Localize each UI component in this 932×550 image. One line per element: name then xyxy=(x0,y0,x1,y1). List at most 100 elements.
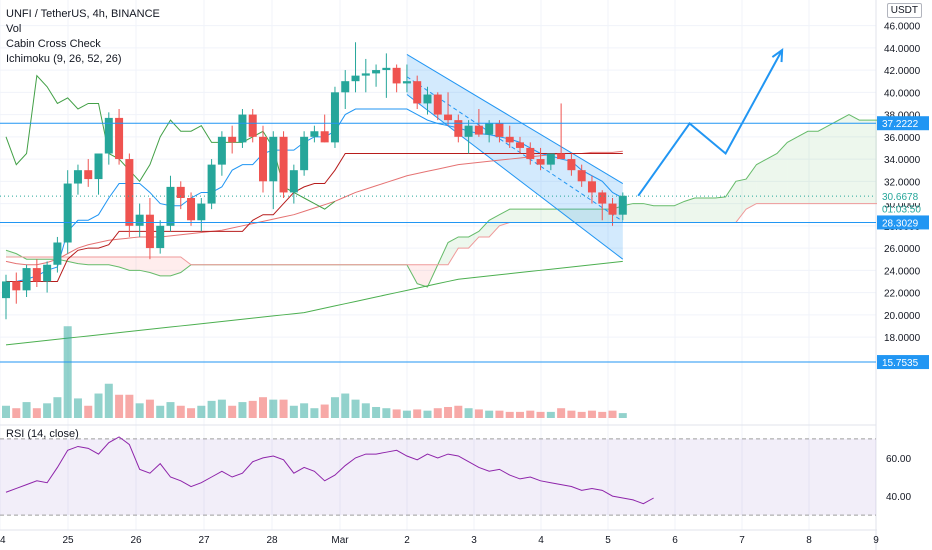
candle-body xyxy=(454,120,463,137)
indicator-vol-label[interactable]: Vol xyxy=(6,23,22,35)
candle-body xyxy=(444,114,453,121)
volume-bar xyxy=(197,405,206,418)
cloud-segment xyxy=(417,264,428,287)
candle-body xyxy=(248,114,257,137)
cloud-segment xyxy=(520,209,531,223)
volume-bar xyxy=(485,410,494,418)
candle xyxy=(454,114,463,143)
volume-bar xyxy=(300,403,309,418)
currency-badge[interactable]: USDT xyxy=(886,3,922,18)
candle-body xyxy=(330,92,339,143)
price-label-badge: 30.6678 xyxy=(877,189,929,204)
candle xyxy=(608,198,617,226)
cloud-segment xyxy=(149,256,161,276)
cloud-segment xyxy=(170,256,181,276)
candle xyxy=(217,131,226,176)
candle xyxy=(22,264,31,298)
candle-body xyxy=(433,94,442,115)
candle-body xyxy=(598,192,607,204)
volume-bar xyxy=(526,410,535,418)
price-axis[interactable]: 46.0000 44.0000 42.0000 40.0000 38.0000 36.00… xyxy=(877,0,932,550)
candle xyxy=(84,159,93,187)
cloud-segment xyxy=(540,209,551,223)
cloud-segment xyxy=(694,198,706,223)
candle-body xyxy=(587,181,596,193)
price-tick-label: 42.0000 xyxy=(884,66,921,77)
cloud-segment xyxy=(88,256,99,265)
cloud-segment xyxy=(581,209,592,223)
ichimoku-span-a xyxy=(5,113,932,288)
candle-body xyxy=(516,142,524,148)
cloud-segment xyxy=(797,131,808,204)
candle-body xyxy=(166,186,175,226)
candle-body xyxy=(536,159,545,165)
cloud-segment xyxy=(725,181,736,223)
candle-body xyxy=(228,136,237,143)
candle xyxy=(104,112,113,165)
price-tick-label: 44.0000 xyxy=(884,44,921,55)
time-tick-label: 26 xyxy=(130,535,142,546)
cloud-segment xyxy=(828,120,839,204)
cloud-segment xyxy=(571,209,582,223)
candle-body xyxy=(115,117,124,160)
candle xyxy=(444,92,453,126)
time-tick-label: 5 xyxy=(605,535,611,546)
indicator-cabin-label[interactable]: Cabin Cross Check xyxy=(6,38,101,50)
candle-body xyxy=(495,123,504,137)
cloud-segment xyxy=(838,114,849,204)
time-axis[interactable]: 24 25 26 27 28 Mar 2 3 4 5 6 7 8 9 xyxy=(0,535,879,546)
rsi-tick-label: 40.00 xyxy=(886,492,911,503)
candle-body xyxy=(43,264,52,282)
candle xyxy=(197,198,206,232)
cloud-segment xyxy=(591,209,603,223)
candle xyxy=(423,86,432,115)
price-label-text: 28.3029 xyxy=(882,218,919,229)
volume-bar xyxy=(259,397,267,418)
volume-bar xyxy=(608,410,617,418)
volume-bar xyxy=(289,405,298,418)
time-tick-label: Mar xyxy=(331,535,349,546)
candlesticks xyxy=(2,42,627,320)
cloud-segment xyxy=(705,198,716,223)
volume-bar xyxy=(145,399,154,418)
candle xyxy=(392,64,401,93)
cloud-segment xyxy=(448,236,459,265)
symbol-title[interactable]: UNFI / TetherUS, 4h, BINANCE xyxy=(6,8,160,20)
candle xyxy=(269,131,278,210)
candle-body xyxy=(187,198,196,221)
candle-body xyxy=(269,136,278,182)
indicator-ichimoku-label[interactable]: Ichimoku (9, 26, 52, 26) xyxy=(6,53,122,65)
volume-bar xyxy=(546,411,555,418)
candle xyxy=(2,274,10,320)
volume-bar xyxy=(166,402,175,418)
rsi-line xyxy=(5,436,654,505)
volume-bar xyxy=(176,405,185,418)
chart-legend: UNFI / TetherUS, 4h, BINANCE Vol Cabin C… xyxy=(6,7,160,67)
volume-bar xyxy=(84,405,93,418)
volume-bar xyxy=(73,398,82,418)
cloud-segment xyxy=(859,120,870,204)
volume-bar xyxy=(516,411,524,418)
cloud-segment xyxy=(848,114,860,204)
candle xyxy=(433,92,442,121)
volume-bar xyxy=(464,408,473,418)
candle-body xyxy=(464,125,473,137)
candle xyxy=(536,147,545,171)
moving-average-red xyxy=(5,150,623,266)
candle-body xyxy=(217,136,226,165)
volume-bar xyxy=(63,326,72,418)
candle xyxy=(557,103,566,160)
cloud-segment xyxy=(643,203,654,223)
candle-body xyxy=(423,94,432,104)
candle-body xyxy=(608,203,617,215)
candle-body xyxy=(485,123,494,135)
volume-bar xyxy=(217,399,226,418)
cloud-segment xyxy=(674,201,685,223)
price-label-bg xyxy=(877,189,929,204)
rsi-title[interactable]: RSI (14, close) xyxy=(6,428,79,440)
candle-body xyxy=(372,70,381,74)
candle xyxy=(135,203,144,237)
channel-mid-line xyxy=(406,76,624,222)
cloud-segment xyxy=(663,205,675,223)
